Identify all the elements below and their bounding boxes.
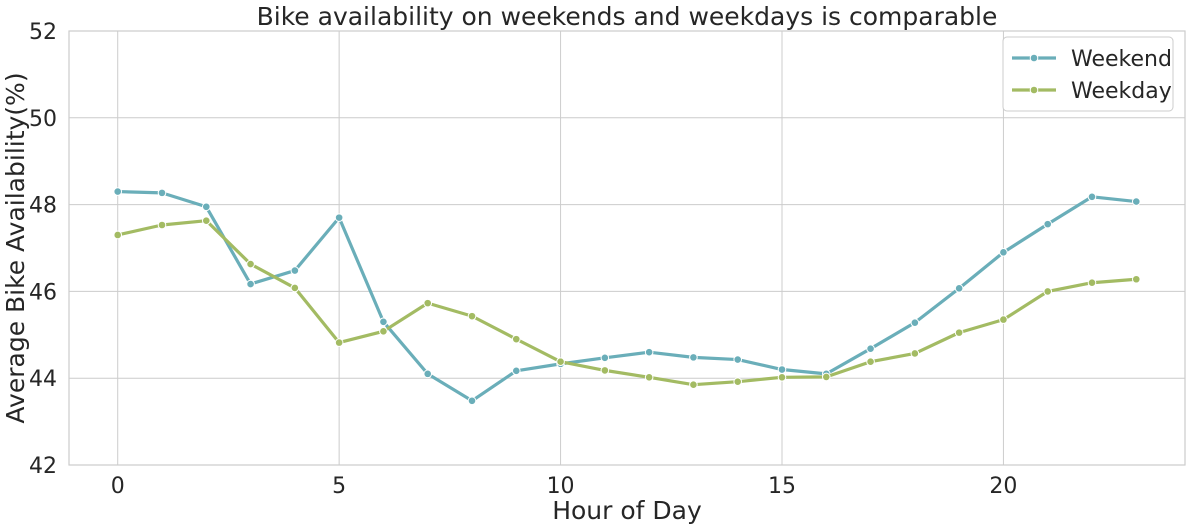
y-axis-label: Average Bike Availability(%): [1, 72, 30, 423]
y-tick-label: 46: [29, 280, 57, 305]
y-tick-label: 50: [29, 107, 57, 132]
data-point-weekend: [467, 396, 477, 406]
tick-labels: 0 5 10 15 20 42 44 46 48 50 52: [29, 20, 1017, 499]
y-tick-label: 52: [29, 20, 57, 45]
chart-title: Bike availability on weekends and weekda…: [257, 2, 998, 31]
legend-weekday-marker: [1029, 85, 1039, 95]
data-point-weekday: [246, 259, 255, 269]
data-point-weekend: [511, 366, 521, 376]
x-tick-label: 20: [989, 474, 1017, 499]
data-point-weekend: [334, 213, 344, 222]
x-tick-label: 0: [111, 474, 125, 499]
data-point-weekday: [511, 334, 521, 344]
x-tick-label: 5: [332, 474, 346, 499]
y-tick-label: 42: [29, 454, 57, 479]
data-point-weekend: [954, 284, 964, 293]
data-point-weekday: [379, 327, 388, 336]
data-point-weekend: [246, 279, 255, 289]
legend-box: [1002, 36, 1174, 112]
series-line-weekend: [116, 189, 1138, 403]
data-point-weekday: [1043, 287, 1053, 296]
legend-weekend-label: Weekend: [1071, 47, 1172, 72]
data-point-weekday: [866, 357, 875, 367]
data-point-weekend: [201, 202, 211, 212]
data-point-weekday: [821, 372, 831, 382]
data-point-weekday: [157, 220, 167, 230]
data-point-weekday: [954, 328, 964, 337]
series-group: [113, 187, 1141, 406]
data-point-weekend: [866, 344, 875, 353]
data-point-weekday: [777, 373, 787, 382]
data-point-weekday: [733, 377, 743, 386]
data-point-weekend: [777, 365, 787, 374]
series-line-weekday: [116, 219, 1138, 387]
data-point-weekday: [556, 357, 565, 367]
data-point-weekend: [689, 353, 698, 362]
data-point-weekend: [423, 369, 433, 379]
data-point-weekend: [157, 188, 167, 198]
data-point-weekend: [113, 187, 123, 196]
data-point-weekend: [910, 318, 920, 327]
legend-weekend-marker: [1029, 53, 1039, 63]
data-point-weekend: [379, 317, 388, 327]
data-point-weekend: [1043, 219, 1053, 229]
data-point-weekday: [689, 380, 698, 390]
data-point-weekend: [1087, 192, 1097, 202]
y-tick-label: 48: [29, 194, 57, 219]
data-point-weekend: [999, 248, 1008, 257]
data-point-weekday: [467, 311, 477, 321]
data-point-weekday: [201, 216, 211, 225]
data-point-weekday: [999, 315, 1008, 324]
data-point-weekend: [290, 266, 300, 275]
x-tick-label: 15: [768, 474, 796, 499]
x-tick-label: 10: [547, 474, 575, 499]
data-point-weekday: [290, 283, 300, 293]
data-point-weekday: [600, 366, 610, 375]
data-point-weekend: [1131, 197, 1141, 206]
data-point-weekend: [733, 355, 743, 364]
data-point-weekday: [113, 230, 123, 240]
data-point-weekday: [644, 373, 654, 382]
data-point-weekday: [1131, 274, 1141, 284]
data-point-weekday: [334, 338, 344, 347]
y-tick-label: 44: [29, 367, 57, 392]
data-point-weekend: [600, 353, 610, 363]
legend-weekday-label: Weekday: [1071, 79, 1172, 104]
data-point-weekday: [423, 298, 433, 308]
data-point-weekday: [1087, 278, 1097, 288]
legend: Weekend Weekday: [1002, 36, 1174, 112]
data-point-weekday: [910, 349, 920, 358]
data-point-weekend: [644, 347, 654, 357]
plot-frame: [68, 30, 1186, 466]
x-axis-label: Hour of Day: [552, 496, 702, 525]
